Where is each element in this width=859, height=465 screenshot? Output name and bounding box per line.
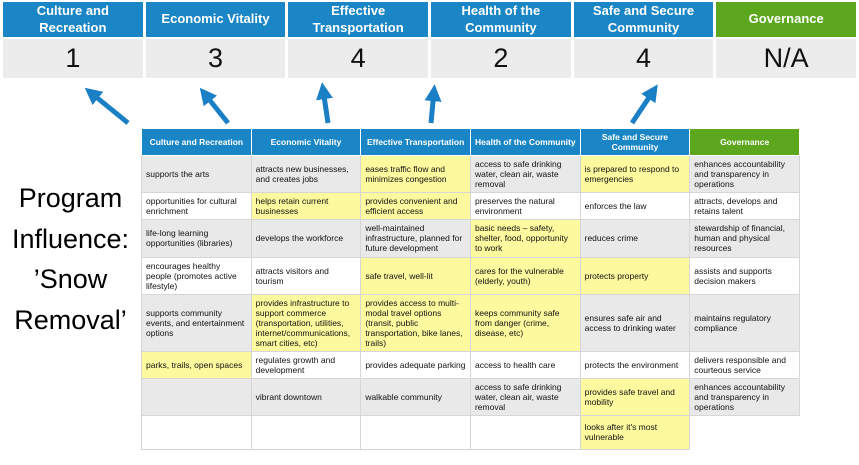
matrix-cell: access to safe drinking water, clean air…	[469, 155, 581, 194]
matrix-row: supports the arts attracts new businesses…	[141, 155, 800, 194]
matrix-cell	[469, 414, 581, 450]
priority-header-cell: Governance	[716, 2, 856, 37]
program-influence-label: Program Influence: ’Snow Removal’	[11, 183, 130, 335]
priority-score-cell: 2	[431, 39, 571, 78]
matrix-cell-highlighted: provides convenient and efficient access	[360, 192, 471, 221]
priority-header-row: Culture and Recreation Economic Vitality E…	[0, 2, 859, 37]
matrix-cell: access to safe drinking water, clean air…	[469, 377, 581, 416]
matrix-header-cell: Health of the Community	[469, 127, 581, 157]
matrix-cell-highlighted: helps retain current businesses	[250, 192, 362, 221]
priority-score-cell: 4	[573, 39, 714, 78]
priority-header-cell: Culture and Recreation	[3, 2, 143, 37]
matrix-cell: enforces the law	[579, 192, 691, 221]
matrix-cell	[689, 415, 800, 450]
matrix-cell: develops the workforce	[250, 219, 362, 258]
matrix-cell-highlighted: basic needs – safety, shelter, food, opp…	[469, 219, 581, 258]
matrix-cell-highlighted: provides access to multi-modal travel op…	[360, 293, 471, 352]
matrix-cell: walkable community	[360, 377, 471, 416]
matrix-cell: supports the arts	[141, 155, 252, 194]
matrix-cell: reduces crime	[579, 219, 691, 258]
matrix-cell: preserves the natural environment	[469, 192, 581, 221]
influence-arrow-culture	[84, 87, 130, 125]
matrix-cell-highlighted: protects property	[579, 256, 691, 295]
matrix-cell-highlighted: eases traffic flow and minimizes congest…	[360, 155, 471, 194]
priority-header-cell: Safe and Secure Community	[573, 2, 714, 37]
influence-arrow-transportation	[316, 82, 333, 124]
priority-score-cell: 3	[145, 39, 286, 78]
main-area: Program Influence: ’Snow Removal’ Cultur…	[0, 127, 859, 450]
matrix-cell	[250, 414, 362, 450]
matrix-cell: assists and supports decision makers	[689, 256, 800, 295]
priority-header-cell: Effective Transportation	[288, 2, 428, 37]
matrix-cell-highlighted: cares for the vulnerable (elderly, youth…	[469, 256, 581, 295]
influence-arrow-health	[424, 84, 442, 124]
matrix-header-cell: Governance	[689, 127, 800, 157]
matrix-cell-highlighted: is prepared to respond to emergencies	[579, 155, 691, 194]
priority-header-cell: Health of the Community	[431, 2, 571, 37]
matrix-cell: attracts visitors and tourism	[250, 256, 362, 295]
matrix-cell: life-long learning opportunities (librar…	[141, 219, 252, 258]
priority-score-cell: 1	[3, 39, 143, 78]
matrix-cell: enhances accountability and transparency…	[689, 377, 800, 416]
matrix-header-cell: Economic Vitality	[250, 127, 362, 157]
matrix-cell: maintains regulatory compliance	[689, 293, 800, 352]
matrix-cell-highlighted: provides infrastructure to support comme…	[250, 293, 362, 352]
matrix-cell: supports community events, and entertain…	[141, 293, 252, 352]
matrix-row: vibrant downtown walkable community access…	[141, 377, 800, 416]
matrix-cell-highlighted: provides safe travel and mobility	[579, 377, 691, 416]
matrix-cell-highlighted: looks after it's most vulnerable	[579, 414, 691, 450]
matrix-row: supports community events, and entertain…	[141, 293, 800, 352]
matrix-cell	[360, 414, 471, 450]
priority-score-cell: 4	[288, 39, 428, 78]
matrix-header-cell: Safe and Secure Community	[579, 127, 691, 157]
matrix-row: encourages healthy people (promotes acti…	[141, 256, 800, 295]
matrix-cell: attracts new businesses, and creates job…	[250, 155, 362, 194]
influence-arrows	[84, 82, 658, 125]
matrix-cell: protects the environment	[579, 350, 691, 379]
matrix-row: life-long learning opportunities (librar…	[141, 219, 800, 258]
matrix-cell: stewardship of financial, human and phys…	[689, 219, 800, 258]
matrix-cell: encourages healthy people (promotes acti…	[141, 256, 252, 295]
influence-arrow-economic	[199, 87, 230, 125]
matrix-table: Culture and Recreation Economic Vitality E…	[141, 127, 800, 450]
matrix-cell: well-maintained infrastructure, planned …	[360, 219, 471, 258]
matrix-cell: vibrant downtown	[250, 377, 362, 416]
matrix-cell: attracts, develops and retains talent	[689, 192, 800, 221]
matrix-cell-highlighted: safe travel, well-lit	[360, 256, 471, 295]
priority-score-row: 1 3 4 2 4 N/A	[0, 39, 859, 78]
matrix-cell: provides adequate parking	[360, 350, 471, 379]
matrix-cell-highlighted: parks, trails, open spaces	[141, 350, 252, 379]
matrix-header-row: Culture and Recreation Economic Vitality E…	[141, 127, 800, 157]
matrix-cell	[141, 377, 252, 416]
influence-arrow-safe	[629, 84, 658, 125]
matrix-row: parks, trails, open spaces regulates grow…	[141, 350, 800, 379]
influence-arrows-zone	[0, 78, 859, 128]
matrix-header-cell: Effective Transportation	[360, 127, 471, 157]
priority-header-cell: Economic Vitality	[145, 2, 286, 37]
matrix-header-cell: Culture and Recreation	[141, 127, 252, 157]
matrix-cell	[141, 414, 252, 450]
matrix-cell-highlighted: keeps community safe from danger (crime,…	[469, 293, 581, 352]
matrix-cell: delivers responsible and courteous servi…	[689, 350, 800, 379]
matrix-cell: opportunities for cultural enrichment	[141, 192, 252, 221]
matrix-cell: ensures safe air and access to drinking …	[579, 293, 691, 352]
matrix-row: looks after it's most vulnerable	[141, 414, 800, 450]
matrix-cell: enhances accountability and transparency…	[689, 155, 800, 194]
matrix-row: opportunities for cultural enrichment hel…	[141, 192, 800, 221]
matrix-cell: regulates growth and development	[250, 350, 362, 379]
matrix-cell: access to health care	[469, 350, 581, 379]
priority-score-cell: N/A	[716, 39, 856, 78]
